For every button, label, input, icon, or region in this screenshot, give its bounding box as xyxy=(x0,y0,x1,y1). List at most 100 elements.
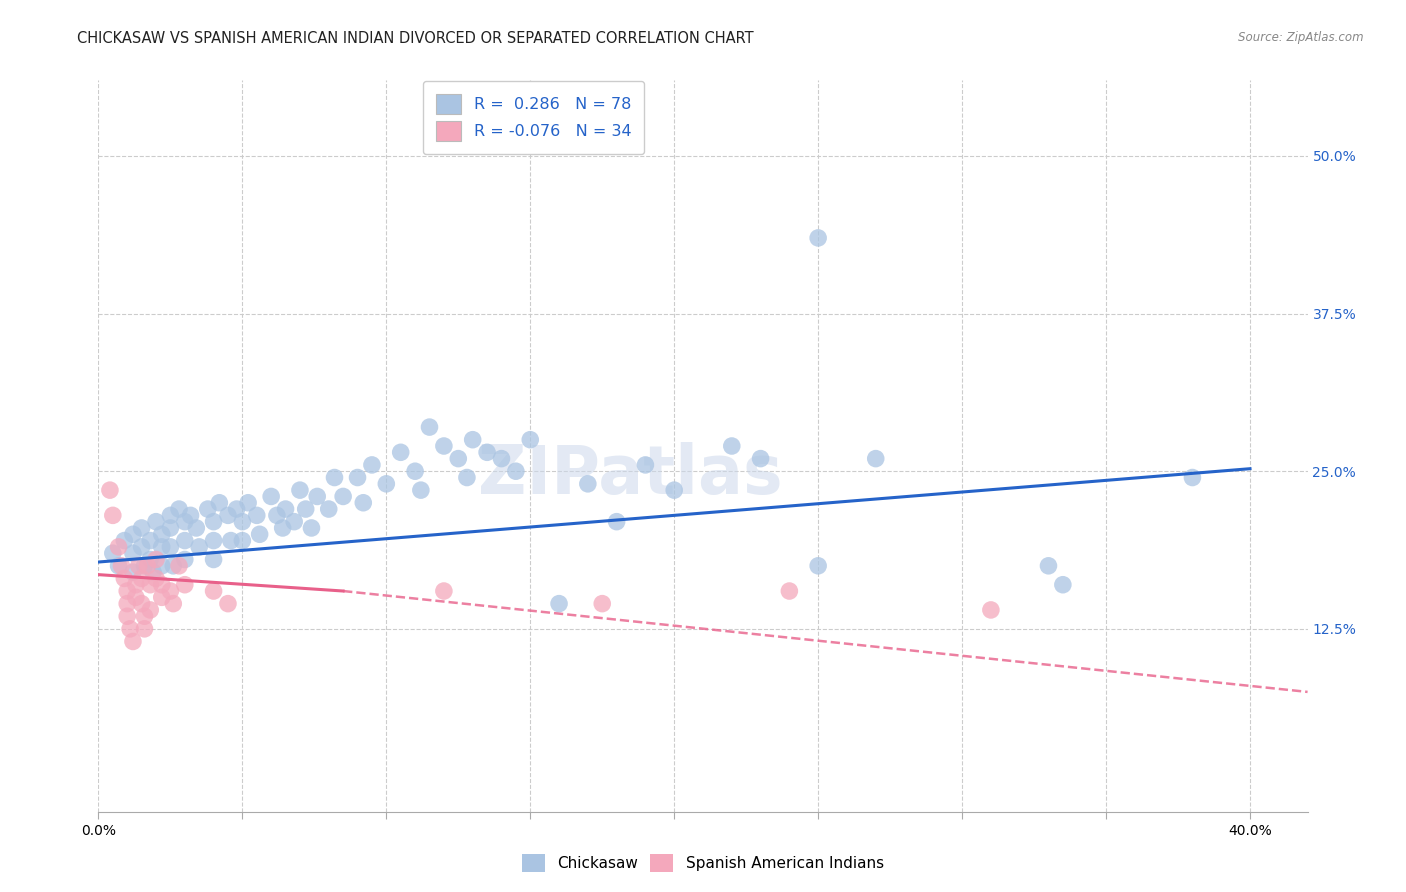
Point xyxy=(107,558,129,573)
Point xyxy=(260,490,283,504)
Point xyxy=(120,622,142,636)
Point xyxy=(475,445,498,459)
Point xyxy=(447,451,470,466)
Point xyxy=(576,476,599,491)
Point xyxy=(202,584,225,599)
Text: CHICKASAW VS SPANISH AMERICAN INDIAN DIVORCED OR SEPARATED CORRELATION CHART: CHICKASAW VS SPANISH AMERICAN INDIAN DIV… xyxy=(77,31,754,46)
Point xyxy=(142,565,165,579)
Legend: Chickasaw, Spanish American Indians: Chickasaw, Spanish American Indians xyxy=(515,846,891,880)
Text: ZIPatlas: ZIPatlas xyxy=(478,442,783,508)
Point xyxy=(433,439,456,453)
Point xyxy=(404,464,426,478)
Point xyxy=(505,464,527,478)
Point xyxy=(173,552,195,566)
Point xyxy=(159,540,181,554)
Point xyxy=(159,584,181,599)
Point xyxy=(110,558,132,573)
Point xyxy=(131,571,153,585)
Point xyxy=(150,558,173,573)
Point xyxy=(865,451,887,466)
Point xyxy=(112,533,135,548)
Point xyxy=(1038,558,1060,573)
Point xyxy=(274,502,297,516)
Point xyxy=(139,603,162,617)
Point xyxy=(150,591,173,605)
Point xyxy=(980,603,1002,617)
Point xyxy=(634,458,657,472)
Point xyxy=(173,533,195,548)
Point xyxy=(231,533,253,548)
Point xyxy=(332,490,354,504)
Point xyxy=(288,483,311,497)
Point xyxy=(122,527,145,541)
Point xyxy=(131,597,153,611)
Point xyxy=(125,578,148,592)
Point xyxy=(217,597,239,611)
Point xyxy=(456,470,478,484)
Point xyxy=(749,451,772,466)
Point xyxy=(246,508,269,523)
Point xyxy=(231,515,253,529)
Point xyxy=(352,496,374,510)
Point xyxy=(418,420,440,434)
Point xyxy=(115,597,138,611)
Point xyxy=(720,439,742,453)
Point xyxy=(125,591,148,605)
Point xyxy=(361,458,384,472)
Point xyxy=(249,527,271,541)
Point xyxy=(134,622,156,636)
Point xyxy=(375,476,398,491)
Point xyxy=(283,515,305,529)
Text: Source: ZipAtlas.com: Source: ZipAtlas.com xyxy=(1239,31,1364,45)
Point xyxy=(101,508,124,523)
Point xyxy=(208,496,231,510)
Point xyxy=(98,483,121,497)
Point xyxy=(167,558,190,573)
Point xyxy=(145,515,167,529)
Point xyxy=(778,584,800,599)
Point xyxy=(101,546,124,560)
Point xyxy=(491,451,513,466)
Point xyxy=(202,552,225,566)
Point xyxy=(145,552,167,566)
Point xyxy=(548,597,571,611)
Point xyxy=(519,433,541,447)
Point xyxy=(173,515,195,529)
Point xyxy=(807,231,830,245)
Point xyxy=(139,578,162,592)
Point xyxy=(318,502,340,516)
Point xyxy=(346,470,368,484)
Point xyxy=(167,502,190,516)
Point xyxy=(202,533,225,548)
Point xyxy=(389,445,412,459)
Point xyxy=(225,502,247,516)
Point xyxy=(122,546,145,560)
Point xyxy=(202,515,225,529)
Point xyxy=(139,533,162,548)
Point xyxy=(159,508,181,523)
Point xyxy=(591,597,613,611)
Point xyxy=(217,508,239,523)
Point xyxy=(139,552,162,566)
Point xyxy=(807,558,830,573)
Point xyxy=(115,609,138,624)
Point xyxy=(150,578,173,592)
Point xyxy=(433,584,456,599)
Point xyxy=(107,540,129,554)
Point xyxy=(301,521,323,535)
Point xyxy=(159,521,181,535)
Point xyxy=(150,540,173,554)
Point xyxy=(115,584,138,599)
Point xyxy=(606,515,628,529)
Point xyxy=(307,490,329,504)
Point xyxy=(162,558,184,573)
Point xyxy=(112,571,135,585)
Point xyxy=(131,540,153,554)
Point xyxy=(1052,578,1074,592)
Point xyxy=(186,521,208,535)
Point xyxy=(294,502,316,516)
Point xyxy=(236,496,259,510)
Point xyxy=(664,483,686,497)
Point xyxy=(461,433,484,447)
Point xyxy=(271,521,294,535)
